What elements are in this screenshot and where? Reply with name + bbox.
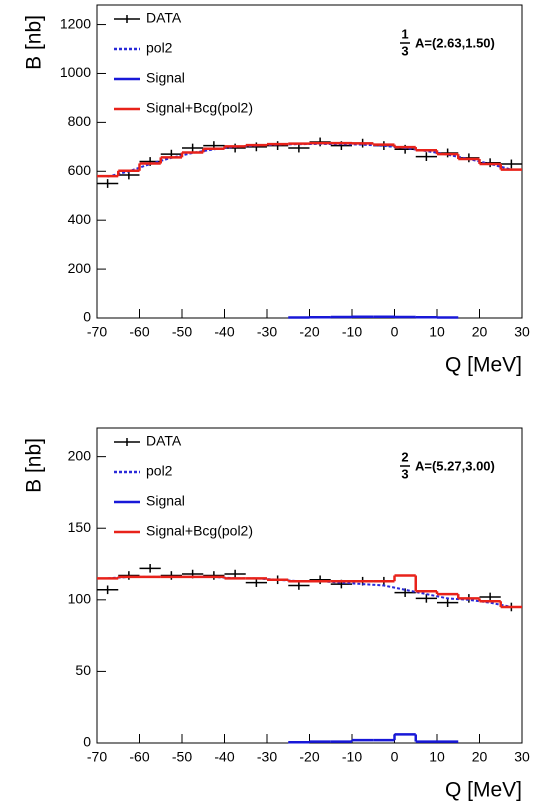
annotation-text: A=(5.27,3.00) [415, 458, 495, 473]
annotation-denominator: 3 [401, 43, 408, 58]
y-tick-label: 0 [83, 734, 91, 750]
legend-label: Signal+Bcg(pol2) [146, 523, 253, 539]
x-tick-label: 0 [391, 749, 399, 765]
y-tick-label: 100 [68, 591, 92, 607]
y-tick-label: 50 [75, 662, 91, 678]
x-tick-label: 20 [472, 749, 488, 765]
x-tick-label: -50 [172, 749, 192, 765]
fit-curve [107, 142, 512, 178]
x-tick-label: 20 [472, 324, 488, 340]
x-tick-label: -20 [299, 749, 319, 765]
x-tick-label: -40 [214, 749, 234, 765]
legend-label: Signal [146, 70, 185, 86]
x-tick-label: 10 [429, 324, 445, 340]
y-tick-label: 1000 [60, 64, 91, 80]
x-tick-label: -60 [129, 324, 149, 340]
y-axis-label: B [nb] [23, 15, 46, 70]
y-tick-label: 200 [68, 447, 92, 463]
x-tick-label: -70 [87, 324, 107, 340]
x-tick-label: -10 [342, 749, 362, 765]
annotation-numerator: 1 [401, 26, 408, 41]
legend-label: Signal+Bcg(pol2) [146, 100, 253, 116]
annotation-text: A=(2.63,1.50) [415, 35, 495, 50]
y-tick-label: 800 [68, 113, 92, 129]
y-axis-label: B [nb] [23, 438, 46, 493]
x-axis-label: Q [MeV] [445, 779, 522, 802]
x-tick-label: 30 [514, 749, 530, 765]
y-tick-label: 1200 [60, 15, 91, 31]
legend-label: DATA [146, 10, 182, 26]
annotation-denominator: 3 [401, 466, 408, 481]
y-tick-label: 200 [68, 260, 92, 276]
legend-label: Signal [146, 493, 185, 509]
x-tick-label: 0 [391, 324, 399, 340]
y-tick-label: 600 [68, 162, 92, 178]
x-tick-label: -10 [342, 324, 362, 340]
legend-label: DATA [146, 433, 182, 449]
x-tick-label: -70 [87, 749, 107, 765]
x-tick-label: -20 [299, 324, 319, 340]
x-tick-label: -40 [214, 324, 234, 340]
x-tick-label: 10 [429, 749, 445, 765]
annotation-numerator: 2 [401, 449, 408, 464]
x-tick-label: -30 [257, 749, 277, 765]
x-axis-label: Q [MeV] [445, 354, 522, 377]
x-tick-label: -50 [172, 324, 192, 340]
x-tick-label: 30 [514, 324, 530, 340]
y-tick-label: 400 [68, 211, 92, 227]
x-tick-label: -60 [129, 749, 149, 765]
legend-label: pol2 [146, 463, 173, 479]
y-tick-label: 150 [68, 519, 92, 535]
y-tick-label: 0 [83, 309, 91, 325]
legend-label: pol2 [146, 40, 173, 56]
x-tick-label: -30 [257, 324, 277, 340]
